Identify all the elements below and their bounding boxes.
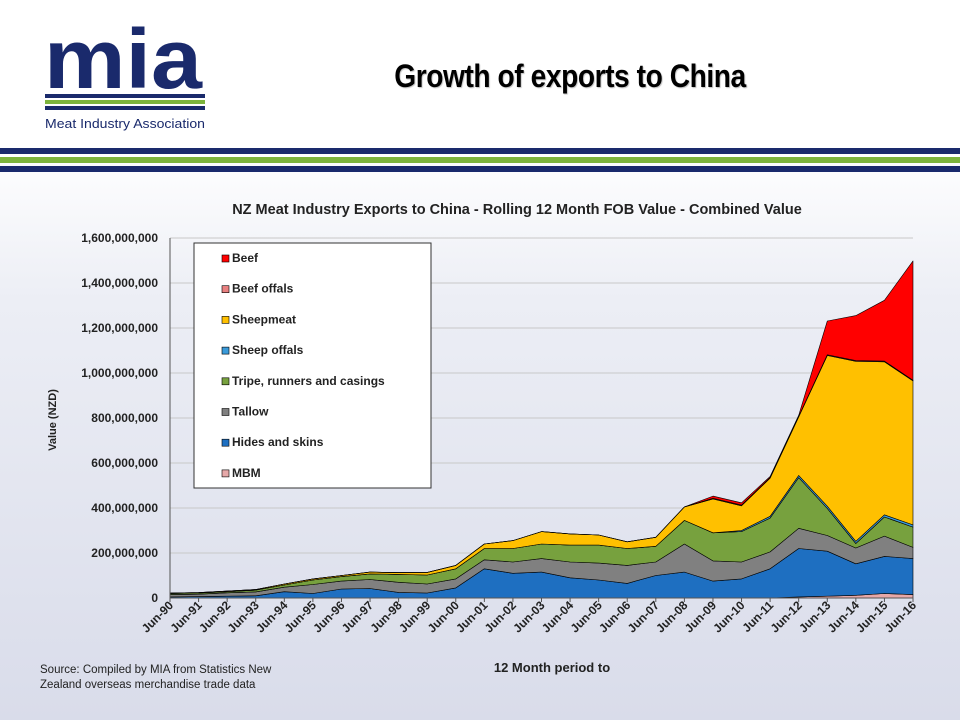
- y-tick-label: 600,000,000: [91, 456, 158, 470]
- legend-label: Sheep offals: [232, 343, 304, 357]
- legend-swatch: [221, 408, 230, 416]
- mia-logo: mia Meat Industry Association: [40, 22, 210, 137]
- y-axis-label: Value (NZD): [47, 389, 59, 451]
- y-tick-label: 1,000,000,000: [81, 366, 158, 380]
- legend-label: Beef: [232, 251, 259, 265]
- chart-areas: [169, 260, 914, 599]
- logo-wordmark: mia: [44, 22, 203, 106]
- chart-legend: Beef Beef offals Sheepmeat Sheep offals Trip…: [193, 242, 432, 489]
- y-tick-label: 1,600,000,000: [81, 231, 158, 245]
- chart-title: NZ Meat Industry Exports to China - Roll…: [232, 202, 802, 218]
- legend-swatch: [221, 469, 230, 478]
- series-area-beef: [169, 260, 914, 594]
- x-tick-label: Jun-10: [710, 598, 747, 635]
- legend-label: Tripe, runners and casings: [232, 374, 385, 388]
- legend-swatch: [221, 438, 230, 447]
- legend-label: MBM: [232, 466, 261, 480]
- y-tick-label: 1,200,000,000: [81, 321, 158, 335]
- page-title: Growth of exports to China: [394, 58, 746, 94]
- logo-subtitle: Meat Industry Association: [45, 117, 205, 131]
- x-axis-label: 12 Month period to: [494, 660, 610, 675]
- legend-swatch: [221, 316, 230, 324]
- legend-swatch: [221, 285, 230, 294]
- legend-label: Tallow: [232, 405, 269, 419]
- header-divider: [0, 148, 960, 172]
- legend-label: Hides and skins: [232, 435, 324, 449]
- legend-swatch: [221, 377, 230, 386]
- legend-swatch: [221, 346, 230, 355]
- y-tick-label: 400,000,000: [91, 501, 158, 515]
- y-tick-label: 1,400,000,000: [81, 276, 158, 290]
- y-tick-label: 800,000,000: [91, 411, 158, 425]
- source-note: Source: Compiled by MIA from Statistics …: [40, 664, 272, 691]
- legend-swatch: [221, 254, 230, 263]
- y-tick-label: 200,000,000: [91, 546, 158, 560]
- legend-label: Beef offals: [232, 282, 294, 296]
- legend-label: Sheepmeat: [232, 312, 296, 326]
- x-tick-labels: Jun-90Jun-91Jun-92Jun-93Jun-94Jun-95Jun-…: [139, 598, 919, 635]
- x-tick-label: Jun-16: [882, 598, 919, 635]
- y-tick-labels: 0 200,000,000 400,000,000 600,000,000 800,00…: [81, 231, 158, 605]
- y-tick-label: 0: [151, 591, 158, 605]
